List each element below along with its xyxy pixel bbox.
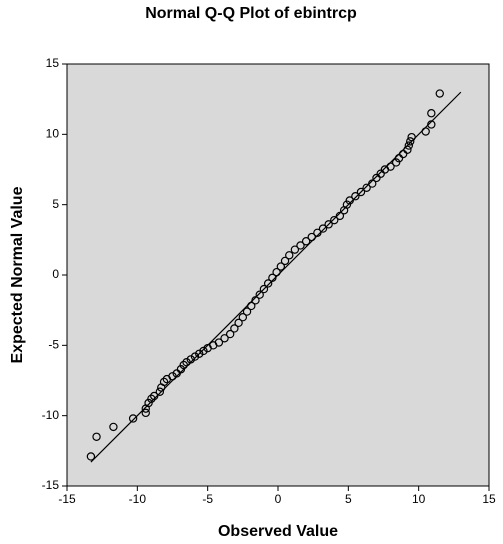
point [150, 391, 159, 401]
point [427, 109, 436, 118]
point [159, 377, 169, 387]
point [386, 162, 395, 171]
point [179, 360, 188, 370]
point [141, 408, 150, 418]
point [230, 324, 239, 333]
point [351, 192, 360, 201]
point [268, 273, 277, 283]
point [190, 352, 200, 361]
point [186, 355, 195, 364]
y-tick-label: 10 [46, 127, 60, 141]
point [86, 452, 96, 461]
point [92, 432, 101, 441]
point [238, 313, 248, 322]
point [342, 200, 352, 209]
point [394, 154, 404, 163]
point [362, 183, 371, 192]
point [335, 211, 345, 221]
point [324, 220, 333, 229]
point [391, 158, 401, 167]
point [403, 145, 412, 155]
point [421, 127, 430, 136]
point [307, 232, 316, 242]
point [128, 414, 138, 423]
point [234, 318, 243, 328]
point [147, 394, 156, 403]
y-tick-label: 5 [52, 197, 59, 211]
x-axis-label: Observed Value [218, 523, 338, 540]
point [176, 365, 186, 374]
point [220, 334, 229, 343]
x-tick-label: 15 [482, 492, 496, 506]
point [276, 262, 286, 271]
point [427, 120, 436, 129]
point [225, 329, 235, 339]
x-tick-label: 10 [412, 492, 426, 506]
point [435, 89, 444, 98]
x-tick-label: -10 [129, 492, 147, 506]
point [214, 338, 224, 347]
x-tick-label: 0 [275, 492, 282, 506]
point [285, 251, 294, 260]
y-tick-label: 0 [52, 267, 59, 281]
point [404, 141, 414, 150]
point [155, 387, 165, 396]
point [168, 372, 177, 381]
point [345, 196, 354, 205]
y-tick-label: -10 [42, 408, 60, 422]
point [296, 241, 305, 250]
point [398, 149, 408, 159]
point [280, 256, 290, 266]
y-tick-label: 15 [46, 56, 60, 70]
point [290, 245, 300, 254]
point [301, 237, 311, 246]
point [195, 349, 204, 358]
point [255, 290, 264, 299]
point [242, 307, 252, 316]
point [330, 215, 339, 225]
point [356, 187, 366, 197]
point [251, 296, 260, 305]
point [376, 169, 385, 178]
y-tick-label: -5 [48, 338, 59, 352]
point [182, 358, 191, 367]
point [172, 369, 181, 378]
y-tick-label: -15 [42, 478, 60, 492]
x-tick-label: -15 [58, 492, 76, 506]
point [372, 173, 381, 183]
y-axis-label: Expected Normal Value [9, 186, 26, 363]
point [318, 224, 328, 233]
point [109, 422, 118, 432]
point [313, 228, 322, 237]
point [406, 137, 415, 146]
point [368, 179, 377, 188]
point [199, 346, 208, 356]
chart-title: Normal Q-Q Plot of ebintrcp [145, 5, 357, 22]
point [272, 267, 281, 277]
point [144, 398, 153, 408]
point [259, 284, 269, 294]
point [263, 279, 273, 288]
point [407, 132, 416, 142]
x-tick-label: -5 [202, 492, 213, 506]
x-tick-label: 5 [345, 492, 352, 506]
point [247, 301, 256, 311]
